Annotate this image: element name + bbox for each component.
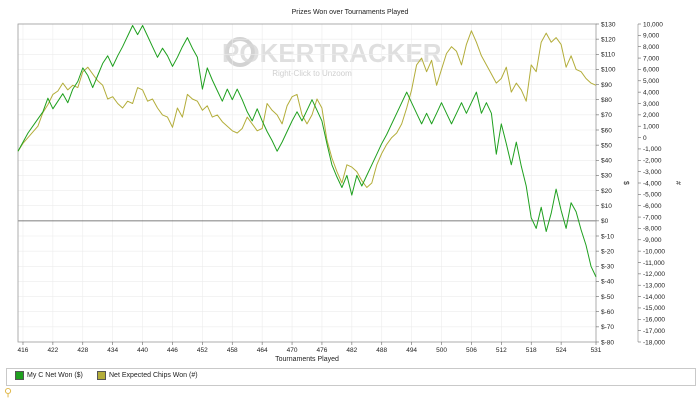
x-tick-label: 422 — [47, 347, 58, 354]
x-tick-label: 434 — [107, 347, 118, 354]
y-right-tick-label: -5,000 — [643, 192, 662, 199]
y-right-tick-label: 2,000 — [643, 112, 660, 119]
y-right-axis-label: # — [674, 181, 681, 185]
y-right-tick-label: 4,000 — [643, 89, 660, 96]
y-left-tick-label: $-40 — [601, 279, 614, 286]
y-left-tick-label: $30 — [601, 173, 612, 180]
series-layer — [17, 25, 597, 278]
y-right-tick-label: -1,000 — [643, 146, 662, 153]
x-tick-label: 446 — [167, 347, 178, 354]
legend-item-expected-chips[interactable]: Net Expected Chips Won (#) — [97, 371, 198, 380]
x-tick-label: 452 — [197, 347, 208, 354]
x-tick-label: 531 — [591, 347, 602, 354]
legend-swatch-expected-chips — [97, 371, 106, 380]
grid — [18, 23, 597, 343]
y-left-tick-label: $90 — [601, 82, 612, 89]
y-right-tick-label: 0 — [643, 135, 647, 142]
magnifier-icon[interactable]: ⚲ — [4, 387, 13, 399]
y-right-tick-label: -11,000 — [643, 260, 665, 267]
y-left-axis-label: $ — [622, 181, 629, 185]
y-right-tick-label: 1,000 — [643, 124, 660, 131]
y-left-tick-label: $20 — [601, 188, 612, 195]
y-right-tick-label: 9,000 — [643, 33, 660, 40]
x-tick-label: 476 — [317, 347, 328, 354]
line-chart[interactable]: Prizes Won over Tournaments Played POKER… — [0, 0, 700, 366]
y-right-tick-label: 7,000 — [643, 55, 660, 62]
x-tick-label: 470 — [287, 347, 298, 354]
x-tick-label: 494 — [406, 347, 417, 354]
y-right-tick-label: -2,000 — [643, 158, 662, 165]
y-left-tick-label: $-20 — [601, 248, 614, 255]
y-right-tick-label: -15,000 — [643, 305, 665, 312]
x-axis-label: Tournaments Played — [275, 356, 339, 363]
y-left-tick-label: $110 — [601, 52, 615, 59]
chart-title: Prizes Won over Tournaments Played — [292, 9, 409, 16]
x-tick-label: 482 — [346, 347, 357, 354]
series-line-net-won[interactable] — [17, 25, 597, 278]
legend-item-net-won[interactable]: My C Net Won ($) — [15, 371, 83, 380]
y-right-tick-label: 3,000 — [643, 101, 660, 108]
x-tick-label: 458 — [227, 347, 238, 354]
y-left-tick-label: $-10 — [601, 233, 614, 240]
x-tick-label: 512 — [496, 347, 507, 354]
y-right-tick-label: -13,000 — [643, 283, 665, 290]
x-tick-label: 464 — [257, 347, 268, 354]
watermark: POKERTRACKER Right-Click to Unzoom — [222, 37, 442, 78]
y-left-tick-label: $120 — [601, 36, 616, 43]
y-right-tick-label: -17,000 — [643, 328, 665, 335]
y-right-tick-label: -6,000 — [643, 203, 662, 210]
y-right-tick-label: -9,000 — [643, 237, 662, 244]
y-left-tick-label: $80 — [601, 97, 612, 104]
y-left-tick-label: $-80 — [601, 339, 614, 346]
y-left-tick-label: $70 — [601, 112, 612, 119]
y-right-tick-label: -7,000 — [643, 214, 662, 221]
legend: My C Net Won ($) Net Expected Chips Won … — [6, 368, 696, 386]
y-left-tick-label: $-60 — [601, 309, 614, 316]
y-right-tick-label: -10,000 — [643, 248, 665, 255]
y-left-tick-label: $60 — [601, 127, 612, 134]
plot-area — [17, 23, 597, 343]
y-left-tick-label: $-30 — [601, 264, 614, 271]
watermark-hint: Right-Click to Unzoom — [272, 69, 352, 78]
y-left-tick-label: $0 — [601, 218, 609, 225]
y-left-tick-label: $-70 — [601, 324, 614, 331]
y-right-tick-label: 6,000 — [643, 67, 660, 74]
y-right-tick-label: -18,000 — [643, 339, 665, 346]
y-right-tick-label: -16,000 — [643, 317, 665, 324]
x-tick-label: 416 — [18, 347, 29, 354]
y-right-tick-label: 5,000 — [643, 78, 660, 85]
legend-swatch-net-won — [15, 371, 24, 380]
y-left-axis-ticks: $130 $120 $110 $100 $90 $80 $70 $60 $50 $40 $30 $20… — [596, 21, 616, 346]
x-tick-label: 506 — [466, 347, 477, 354]
y-left-tick-label: $-50 — [601, 294, 614, 301]
y-right-tick-label: -4,000 — [643, 180, 662, 187]
y-right-tick-label: -12,000 — [643, 271, 665, 278]
y-right-axis-ticks: 10,000 9,000 8,000 7,000 6,000 5,000 4,000 3,00… — [637, 21, 665, 346]
y-right-tick-label: -14,000 — [643, 294, 665, 301]
y-right-tick-label: -8,000 — [643, 226, 662, 233]
y-left-tick-label: $50 — [601, 142, 612, 149]
x-tick-label: 524 — [556, 347, 567, 354]
y-left-tick-label: $10 — [601, 203, 612, 210]
x-tick-label: 500 — [436, 347, 447, 354]
x-tick-label: 440 — [137, 347, 148, 354]
x-tick-label: 428 — [77, 347, 88, 354]
y-right-tick-label: 8,000 — [643, 44, 660, 51]
y-left-tick-label: $100 — [601, 67, 616, 74]
x-axis-ticks: 416 422 428 434 440 446 452 458 464 470 476 482 488 4… — [18, 342, 602, 354]
x-tick-label: 488 — [376, 347, 387, 354]
legend-label-expected-chips: Net Expected Chips Won (#) — [109, 372, 198, 379]
x-tick-label: 518 — [526, 347, 537, 354]
watermark-brand: POKERTRACKER — [222, 38, 442, 68]
series-line-expected-chips[interactable] — [17, 30, 597, 188]
y-right-tick-label: -3,000 — [643, 169, 662, 176]
legend-label-net-won: My C Net Won ($) — [27, 372, 83, 379]
y-right-tick-label: 10,000 — [643, 21, 663, 28]
y-left-tick-label: $40 — [601, 158, 612, 165]
y-left-tick-label: $130 — [601, 21, 616, 28]
